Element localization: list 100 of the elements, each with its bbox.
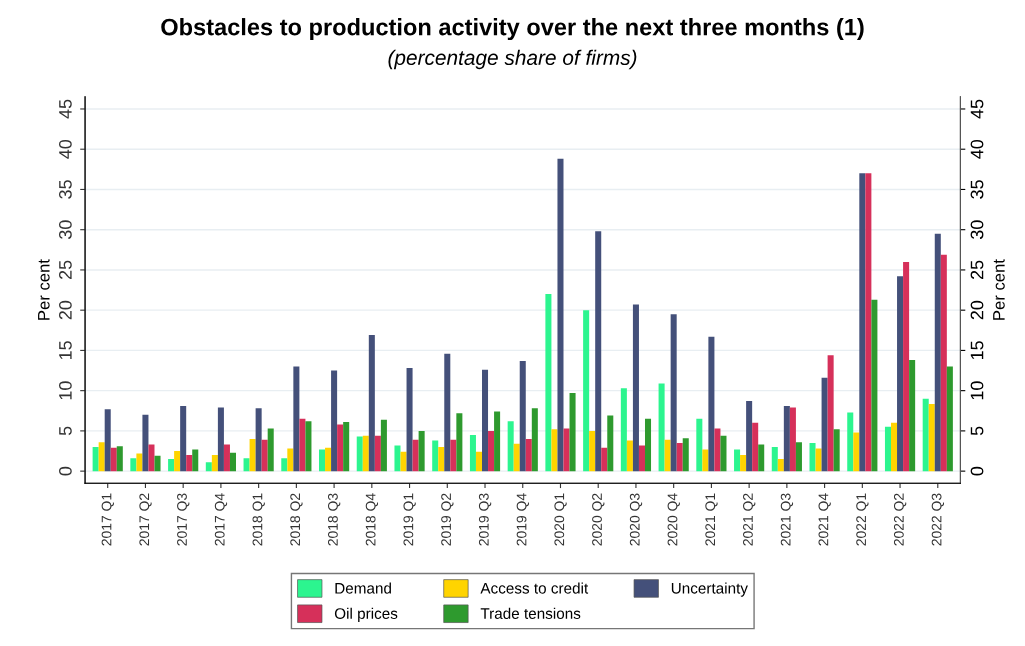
bar xyxy=(777,459,784,472)
x-tick-label: 2019 Q4 xyxy=(516,493,529,546)
x-tick-label: 2018 Q2 xyxy=(290,493,303,546)
bar xyxy=(815,448,822,472)
bar xyxy=(406,368,413,472)
bar xyxy=(871,299,878,472)
y2-tick-label: 5 xyxy=(970,426,984,436)
bar xyxy=(676,442,683,472)
bar xyxy=(903,261,910,472)
bar xyxy=(589,430,596,472)
bar xyxy=(475,451,482,472)
bar xyxy=(696,418,703,472)
bar xyxy=(174,451,181,472)
y-axis-title: Per cent xyxy=(38,259,50,320)
bar xyxy=(934,233,941,472)
x-tick-label: 2018 Q1 xyxy=(252,493,265,546)
bar xyxy=(922,398,929,472)
bar xyxy=(859,173,866,472)
bar xyxy=(168,459,175,472)
bar xyxy=(299,418,306,472)
bar xyxy=(293,366,300,472)
bar xyxy=(670,314,677,472)
bar xyxy=(110,447,117,472)
bar xyxy=(494,411,501,472)
bar xyxy=(583,310,590,472)
bar xyxy=(734,449,741,472)
bar xyxy=(519,360,526,472)
legend-label: Oil prices xyxy=(334,607,398,622)
bar xyxy=(714,428,721,472)
x-tick-label: 2019 Q3 xyxy=(478,493,492,546)
bar xyxy=(116,446,123,472)
bar xyxy=(595,231,602,472)
bar xyxy=(821,377,828,472)
bar xyxy=(638,445,645,472)
bar xyxy=(720,435,727,472)
y2-tick-label: 20 xyxy=(970,300,984,320)
bar xyxy=(746,401,753,472)
bar xyxy=(444,353,451,472)
bar xyxy=(607,415,614,472)
x-tick-label: 2021 Q3 xyxy=(780,493,794,546)
bar xyxy=(243,458,250,472)
x-tick-label: 2017 Q3 xyxy=(177,493,190,546)
bar xyxy=(223,444,230,472)
bar xyxy=(482,369,489,472)
bar xyxy=(394,445,401,472)
x-tick-label: 2022 Q1 xyxy=(856,493,869,546)
y2-tick-label: 15 xyxy=(970,341,984,360)
bar xyxy=(249,438,256,472)
x-tick-label: 2018 Q4 xyxy=(365,493,379,546)
x-tick-label: 2022 Q3 xyxy=(931,493,944,546)
y-tick-label: 45 xyxy=(59,99,72,119)
bar xyxy=(211,455,218,472)
bar xyxy=(186,455,193,472)
bar xyxy=(142,414,149,472)
bar xyxy=(229,452,236,472)
x-tick-label: 2020 Q2 xyxy=(592,493,605,546)
bar xyxy=(374,435,381,472)
legend-label: Trade tensions xyxy=(480,607,581,619)
bar xyxy=(865,173,872,472)
x-tick-label: 2017 Q2 xyxy=(139,493,152,546)
bar xyxy=(833,429,840,472)
bar xyxy=(513,443,520,472)
bar xyxy=(418,430,425,472)
bar xyxy=(909,360,916,472)
x-tick-label: 2018 Q3 xyxy=(327,493,341,546)
bar xyxy=(702,449,709,472)
bar xyxy=(456,413,463,472)
x-tick-label: 2020 Q1 xyxy=(554,493,567,546)
bar xyxy=(525,438,532,472)
x-tick-label: 2019 Q2 xyxy=(441,493,454,546)
bar xyxy=(884,426,891,472)
bar xyxy=(319,449,326,472)
bar xyxy=(758,444,765,472)
bar xyxy=(632,304,639,472)
y2-tick-label: 10 xyxy=(970,381,984,400)
bar xyxy=(217,407,224,472)
legend-label: Access to credit xyxy=(480,582,589,594)
bar xyxy=(148,444,155,472)
x-tick-label: 2021 Q2 xyxy=(743,493,756,546)
y2-tick-label: 35 xyxy=(970,180,984,199)
y-tick-label: 20 xyxy=(59,300,72,320)
bar xyxy=(331,370,338,472)
x-tick-label: 2021 Q1 xyxy=(705,493,718,546)
y2-tick-label: 0 xyxy=(970,466,984,476)
y2-axis-title: Per cent xyxy=(993,259,1005,320)
x-tick-label: 2022 Q2 xyxy=(893,493,907,546)
bar xyxy=(136,453,143,472)
bar xyxy=(488,430,495,472)
bar xyxy=(400,451,407,472)
bar xyxy=(305,421,312,472)
bar xyxy=(563,428,570,472)
bar xyxy=(356,436,363,472)
bar xyxy=(267,428,274,472)
bar xyxy=(98,442,105,472)
bar xyxy=(752,422,759,472)
y-tick-label: 5 xyxy=(59,426,72,436)
bar xyxy=(658,383,665,472)
bar xyxy=(946,366,953,472)
bar xyxy=(450,439,457,472)
bar xyxy=(192,449,199,472)
